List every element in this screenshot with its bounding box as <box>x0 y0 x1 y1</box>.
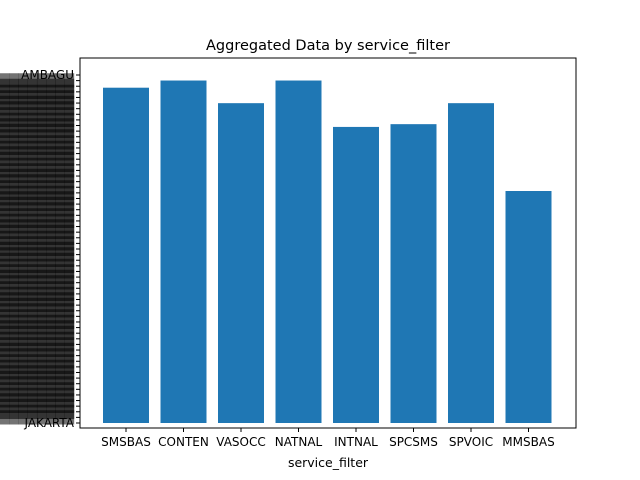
bar-vasocc <box>218 103 264 424</box>
bar-spcsms <box>390 124 437 424</box>
y-tick-label: ████████ <box>0 213 75 228</box>
x-axis-ticks: SMSBAS CONTEN VASOCC NATNAL INTNAL SPCSMS SPVO… <box>101 428 555 449</box>
plot-frame <box>79 57 577 429</box>
y-tick-label: ████████ <box>0 269 75 284</box>
y-tick-label: ████████ <box>0 280 75 295</box>
bar-smsbas <box>103 87 149 423</box>
y-tick-label: JAKARTA <box>24 416 75 430</box>
bars-group <box>103 80 552 424</box>
y-tick-label: ████████ <box>0 359 75 374</box>
y-tick-label: ████████ <box>0 179 75 194</box>
y-tick-label: ████████ <box>0 348 75 363</box>
y-tick-label: ████████ <box>0 398 75 413</box>
y-tick-label: ████████ <box>0 185 75 200</box>
y-tick-label: ████████ <box>0 320 75 335</box>
y-tick-label: ████████ <box>0 230 75 245</box>
x-tick-label: MMSBAS <box>502 435 554 449</box>
y-tick-label: ████████ <box>0 275 75 290</box>
y-tick-label: ████████ <box>0 196 75 211</box>
bar-spvoic <box>448 103 494 424</box>
y-tick-label: ████████ <box>0 331 75 346</box>
y-tick-label: ████████ <box>0 308 75 323</box>
y-tick-label: ████████ <box>0 258 75 273</box>
y-tick-label: ████████ <box>0 219 75 234</box>
y-tick-label: ████████ <box>0 241 75 256</box>
y-tick-label: ████████ <box>0 151 75 166</box>
y-tick-label: ████████ <box>0 73 75 88</box>
x-axis-label: service_filter <box>288 455 369 470</box>
y-tick-label: ████████ <box>0 263 75 278</box>
y-tick-label: ████████ <box>0 364 75 379</box>
y-tick-label: ████████ <box>0 314 75 329</box>
y-tick-label: ████████ <box>0 134 75 149</box>
y-tick-label: ████████ <box>0 95 75 110</box>
y-tick-label: ████████ <box>0 207 75 222</box>
y-tick-label: ████████ <box>0 118 75 133</box>
y-tick-label: ████████ <box>0 325 75 340</box>
y-tick-label: ████████ <box>0 303 75 318</box>
y-tick-label: ████████ <box>0 174 75 189</box>
y-tick-label: ████████ <box>0 235 75 250</box>
y-tick-label: ████████ <box>0 140 75 155</box>
y-tick-label: ████████ <box>0 168 75 183</box>
y-tick-label: ████████ <box>0 409 75 424</box>
y-tick-label: ████████ <box>0 129 75 144</box>
bar-conten <box>160 80 207 424</box>
x-tick-label: SPVOIC <box>449 435 493 449</box>
x-tick-label: INTNAL <box>334 435 378 449</box>
x-tick-label: SMSBAS <box>101 435 151 449</box>
y-tick-label: ████████ <box>0 157 75 172</box>
y-tick-label: ████████ <box>0 381 75 396</box>
bar-intnal <box>333 126 379 423</box>
y-tick-label: ████████ <box>0 376 75 391</box>
y-tick-label: ████████ <box>0 353 75 368</box>
y-tick-label: ████████ <box>0 123 75 138</box>
y-tick-label: ████████ <box>0 101 75 116</box>
y-tick-label: ████████ <box>0 162 75 177</box>
y-tick-label: AMBAGU <box>21 68 74 82</box>
y-tick-label: ████████ <box>0 146 75 161</box>
x-tick-label: VASOCC <box>216 435 265 449</box>
y-tick-label: ████████ <box>0 404 75 419</box>
chart-title: Aggregated Data by service_filter <box>206 38 450 54</box>
y-tick-label: ████████ <box>0 224 75 239</box>
y-tick-label: ████████ <box>0 252 75 267</box>
x-tick-label: SPCSMS <box>389 435 438 449</box>
y-tick-label: ████████ <box>0 202 75 217</box>
y-tick-label: ████████ <box>0 78 75 93</box>
y-tick-label: ████████ <box>0 286 75 301</box>
y-tick-label: ████████ <box>0 342 75 357</box>
y-tick-label: ████████ <box>0 393 75 408</box>
bar-mmsbas <box>505 191 552 423</box>
y-tick-label: ████████ <box>0 247 75 262</box>
y-tick-label: ████████ <box>0 370 75 385</box>
bar-natnal <box>275 80 322 424</box>
y-tick-label: ████████ <box>0 336 75 351</box>
y-tick-label: ████████ <box>0 112 75 127</box>
y-tick-label: ████████ <box>0 387 75 402</box>
y-tick-label: ████████ <box>0 89 75 104</box>
y-tick-label: ████████ <box>0 106 75 121</box>
y-tick-label: ████████ <box>0 190 75 205</box>
y-axis-ticks: JAKARTA█████████████████████████████████… <box>0 68 80 430</box>
x-tick-label: CONTEN <box>158 435 209 449</box>
x-tick-label: NATNAL <box>275 435 323 449</box>
y-tick-label: ████████ <box>0 297 75 312</box>
y-tick-label: ████████ <box>0 84 75 99</box>
y-tick-label: ████████ <box>0 292 75 307</box>
